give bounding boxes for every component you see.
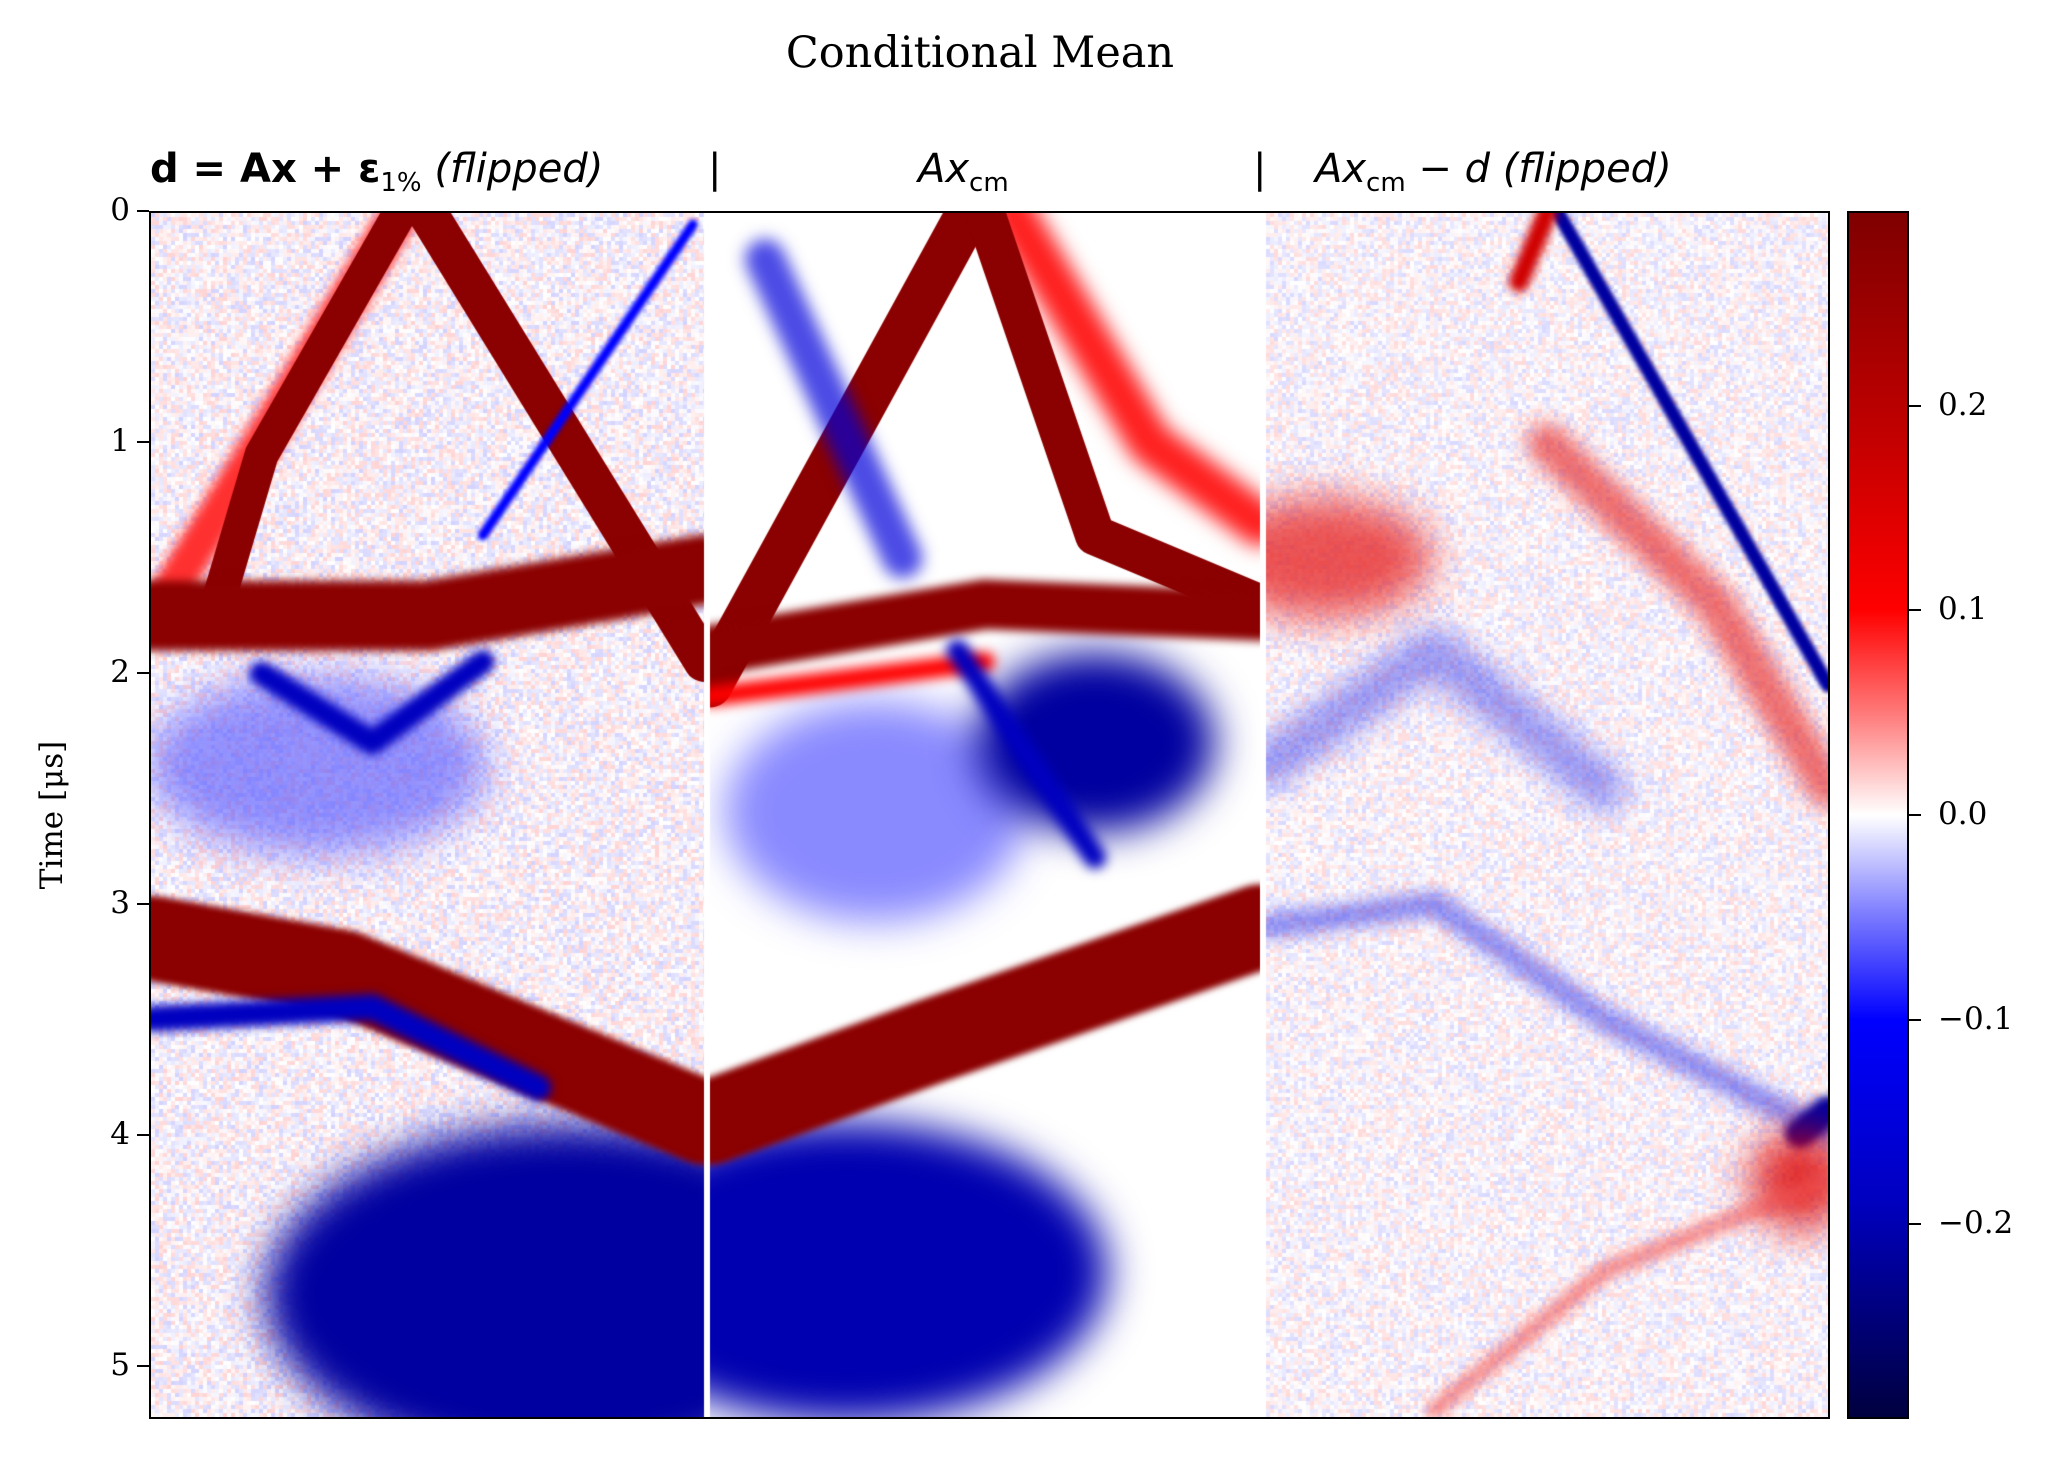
colorbar <box>1847 211 1909 1419</box>
panel-separator: | <box>1253 146 1267 192</box>
panel-title-sub: 1% <box>380 168 422 198</box>
colorbar-tick-label: 0.1 <box>1938 591 1988 628</box>
heatmap-axes <box>149 211 1830 1419</box>
y-tick-mark <box>137 1364 149 1367</box>
panel-separator: | <box>708 146 722 192</box>
panel-title-suffix: − d (flipped) <box>1405 146 1672 192</box>
panel-title-residual: Axcm − d (flipped) <box>1315 146 1672 198</box>
colorbar-tick-mark <box>1909 1018 1921 1021</box>
y-axis-label: Time [μs] <box>34 740 70 890</box>
y-tick-mark <box>137 210 149 212</box>
y-tick-mark <box>137 902 149 905</box>
y-tick-mark <box>137 671 149 674</box>
colorbar-tick-mark <box>1909 1223 1921 1226</box>
panel-title-main: d = Ax + ε <box>150 146 381 192</box>
panel-title-suffix: (flipped) <box>421 146 604 192</box>
y-tick-label: 5 <box>110 1346 130 1383</box>
y-tick-mark <box>137 1133 149 1136</box>
y-tick-label: 2 <box>110 653 130 690</box>
colorbar-tick-label: −0.2 <box>1938 1205 2014 1242</box>
y-tick-label: 4 <box>110 1115 130 1152</box>
colorbar-tick-mark <box>1909 814 1921 816</box>
colorbar-tick-label: 0.2 <box>1938 386 1988 423</box>
y-tick-label: 1 <box>110 422 130 459</box>
y-tick-label: 3 <box>110 884 130 921</box>
panel-title-sub: cm <box>1366 168 1406 198</box>
panel-title-main: Ax <box>918 146 970 192</box>
colorbar-tick-label: −0.1 <box>1938 1000 2014 1037</box>
colorbar-tick-mark <box>1909 404 1921 407</box>
panel-title-main: Ax <box>1315 146 1367 192</box>
figure-title: Conditional Mean <box>785 28 1175 78</box>
panel-title-prediction: Axcm <box>918 146 1009 198</box>
y-tick-label: 0 <box>110 192 130 228</box>
y-tick-mark <box>137 440 149 443</box>
heatmap-image <box>151 213 1828 1417</box>
panel-title-sub: cm <box>969 168 1009 198</box>
colorbar-tick-label: 0.0 <box>1938 796 1988 832</box>
panel-title-data: d = Ax + ε1% (flipped) <box>150 146 603 198</box>
colorbar-tick-mark <box>1909 609 1921 612</box>
